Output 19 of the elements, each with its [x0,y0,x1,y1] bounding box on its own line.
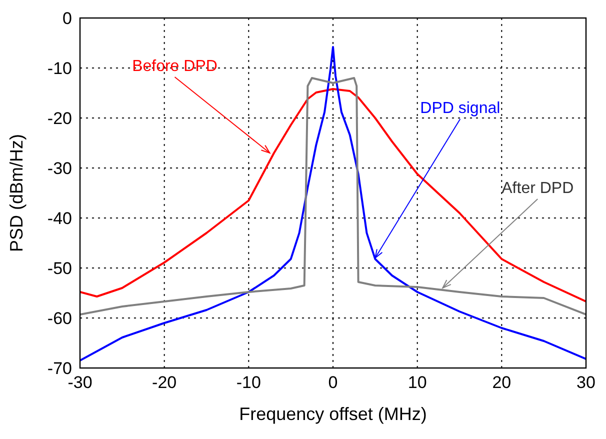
x-axis-title: Frequency offset (MHz) [239,404,427,424]
x-tick-label: -20 [152,373,177,392]
x-tick-label: 20 [492,373,512,392]
annotation: Before DPD [132,58,218,75]
y-tick-label: -10 [47,59,72,78]
y-axis-title: PSD (dBm/Hz) [6,134,26,252]
annotation: After DPD [502,180,574,197]
y-tick-label: 0 [62,9,72,28]
annotation: DPD signal [420,100,500,117]
y-tick-label: -20 [47,109,72,128]
y-tick-label: -60 [47,309,72,328]
x-tick-label: 10 [408,373,427,392]
x-tick-label: 0 [328,373,338,392]
x-tick-label: -10 [236,373,261,392]
line-series [80,46,586,362]
y-tick-label: -40 [47,209,72,228]
x-tick-label: 30 [576,373,596,392]
y-tick-label: -30 [47,159,72,178]
y-tick-label: -50 [47,259,72,278]
